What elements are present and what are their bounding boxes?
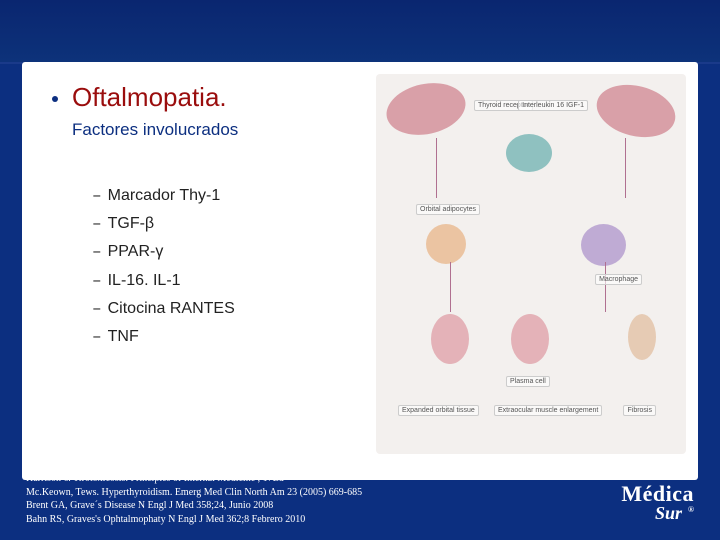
reference-line: Brent GA, Grave´s Disease N Engl J Med 3… [26,499,362,513]
diagram-label: Extraocular muscle enlargement [494,405,602,416]
fibroblast-shape [382,76,471,142]
diagram-label: Orbital adipocytes [416,204,480,215]
list-item-label: Citocina RANTES [108,300,235,317]
slide: { "title": "Oftalmopatia.", "subtitle": … [0,0,720,540]
list-item: –Marcador Thy-1 [92,182,235,210]
reference-line: Bahn RS, Graves's Ophtalmophaty N Engl J… [26,513,362,527]
diagram-label: Expanded orbital tissue [398,405,479,416]
slide-subtitle: Factores involucrados [72,120,238,140]
content-panel: Oftalmopatia. Factores involucrados –Mar… [22,62,698,480]
pathway-diagram: Thyroid receptor Interleukin 16 IGF-1 Or… [376,74,686,454]
factor-list: –Marcador Thy-1 –TGF-β –PPAR-γ –IL-16. I… [92,182,235,351]
fibrosis-shape [628,314,656,360]
arrow-icon [450,262,451,312]
reference-line: Mc.Keown, Tews. Hyperthyroidism. Emerg M… [26,486,362,500]
tissue-shape [431,314,469,364]
logo-bottom: Sur [655,503,682,523]
list-item-label: IL-16. IL-1 [108,272,181,289]
bullet-icon [52,96,58,102]
logo: Médica Sur® [621,481,694,524]
slide-title: Oftalmopatia. [72,82,227,113]
diagram-label: Interleukin 16 IGF-1 [518,100,588,111]
arrow-icon [436,138,437,198]
adipocyte-shape [426,224,466,264]
arrow-icon [625,138,626,198]
list-item: –IL-16. IL-1 [92,267,235,295]
list-item-label: TNF [108,328,139,345]
tcell-shape [506,134,552,172]
macrophage-shape [581,224,626,266]
diagram-label: Macrophage [595,274,642,285]
list-item-label: Marcador Thy-1 [108,187,221,204]
reference-line: Harrison´s. Tirotoxicosis. Principles of… [26,472,362,486]
fibroblast-shape [591,77,681,145]
list-item: –TGF-β [92,210,235,238]
list-item-label: PPAR-γ [108,243,164,260]
list-item: –TNF [92,323,235,351]
references: Harrison´s. Tirotoxicosis. Principles of… [26,472,362,526]
trademark-icon: ® [688,505,694,514]
tissue-shape [511,314,549,364]
arrow-icon [605,262,606,312]
header-bar [0,0,720,64]
diagram-label: Fibrosis [623,405,656,416]
list-item: –Citocina RANTES [92,295,235,323]
diagram-label: Plasma cell [506,376,550,387]
list-item: –PPAR-γ [92,238,235,266]
list-item-label: TGF-β [108,215,155,232]
